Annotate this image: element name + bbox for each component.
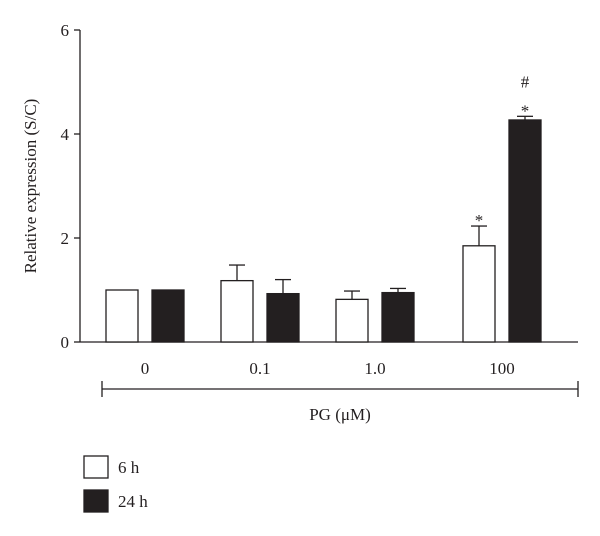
legend-label-1: 24 h — [118, 492, 148, 511]
error-bars — [229, 115, 533, 300]
x-tick-label: 100 — [489, 359, 515, 378]
y-tick-label: 6 — [61, 21, 70, 40]
x-tick-label: 0.1 — [249, 359, 270, 378]
bar-24h-100 — [508, 119, 542, 343]
y-tick-label: 2 — [61, 229, 70, 248]
asterisk-marker: * — [521, 101, 530, 120]
bar-24h-0 — [151, 289, 185, 343]
x-group-bracket — [101, 381, 579, 397]
y-ticks: 0 2 4 6 — [61, 21, 80, 352]
y-axis-title: Relative expression (S/C) — [21, 99, 40, 274]
y-tick-label: 0 — [61, 333, 70, 352]
y-tick-label: 4 — [61, 125, 70, 144]
x-tick-label: 0 — [141, 359, 150, 378]
bar-6h-1.0 — [335, 298, 369, 343]
significance-markers: * * # — [475, 72, 530, 230]
x-axis-title: PG (μM) — [309, 405, 371, 424]
bar-24h-1.0 — [381, 291, 415, 343]
bars — [105, 119, 542, 343]
bar-6h-0 — [105, 289, 139, 343]
bar-24h-0.1 — [266, 292, 300, 343]
legend-swatch-0 — [83, 455, 109, 479]
hash-marker: # — [521, 72, 530, 91]
bar-6h-0.1 — [220, 279, 254, 343]
legend: 6 h 24 h — [83, 455, 148, 513]
legend-swatch-1 — [83, 489, 109, 513]
x-tick-label: 1.0 — [364, 359, 385, 378]
asterisk-marker: * — [475, 211, 484, 230]
x-tick-labels: 0 0.1 1.0 100 — [141, 359, 515, 378]
bar-6h-100 — [462, 245, 496, 343]
legend-label-0: 6 h — [118, 458, 140, 477]
